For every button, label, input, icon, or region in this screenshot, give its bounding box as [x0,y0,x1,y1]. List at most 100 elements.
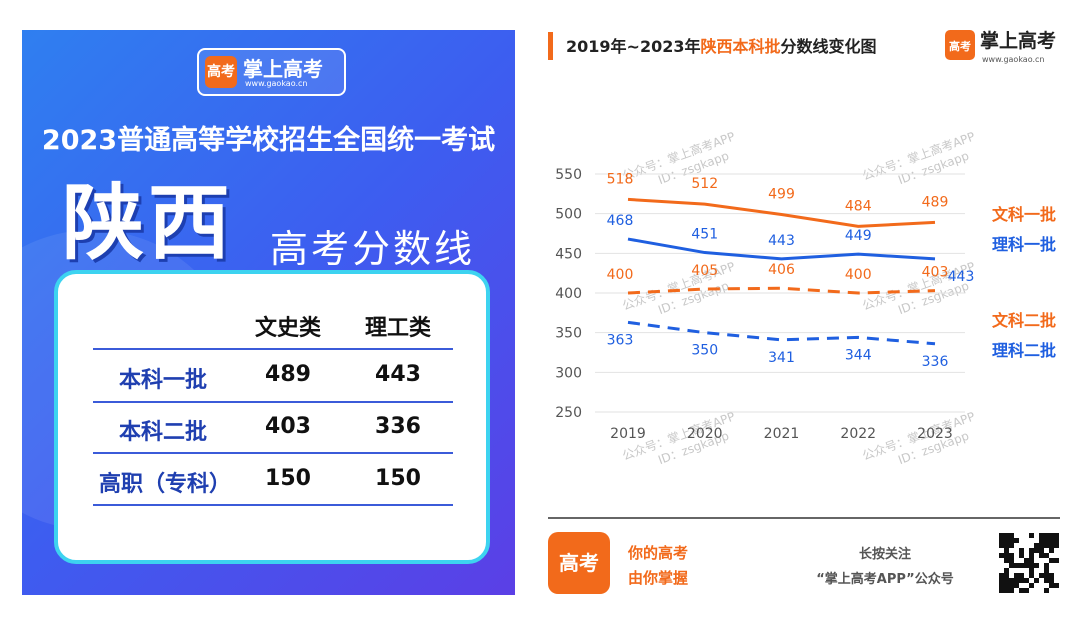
qr-cell [1014,583,1019,588]
qr-cell [1044,538,1049,543]
slogan: 由你掌握 [628,569,688,587]
cell: 150 [375,466,421,491]
data-label: 405 [691,263,718,279]
qr-cell [1034,563,1039,568]
qr-cell [1034,578,1039,583]
qr-cell [1054,533,1059,538]
qr-cell [1004,573,1009,578]
row-header: 高职（专科） [98,472,231,497]
qr-cell [1039,533,1044,538]
title-part: 分数线变化图 [781,37,877,56]
data-label: 489 [922,194,949,210]
qr-cell [1039,553,1044,558]
cell: 489 [265,362,311,387]
data-label: 484 [845,198,872,214]
qr-cell [999,583,1004,588]
qr-cell [1004,538,1009,543]
qr-cell [1054,583,1059,588]
qr-cell [1044,588,1049,593]
data-label: 443 [948,269,975,285]
logo-mark: 高考 [205,56,237,88]
qr-cell [999,538,1004,543]
qr-cell [1054,543,1059,548]
qr-cell [1004,553,1009,558]
logo-mark-bg [945,30,975,60]
row-line [93,504,453,506]
qr-cell [1009,533,1014,538]
logo-url: www.gaokao.cn [982,55,1044,64]
qr-cell [999,573,1004,578]
qr-cell [1049,583,1054,588]
logo-box: 高考 掌上高考 www.gaokao.cn [197,48,346,96]
qr-cell [1049,533,1054,538]
title-part: 2019年~2023年 [566,37,700,56]
series-line [627,197,936,228]
subtitle: 高考分数线 [270,227,476,271]
y-tick-label: 300 [555,365,582,381]
data-label: 344 [845,347,872,363]
qr-cell [1019,548,1024,553]
qr-cell [1034,548,1039,553]
column-header: 理工类 [364,316,431,341]
qr-cell [1004,588,1009,593]
x-tick-label: 2020 [687,426,723,442]
data-label: 403 [922,265,949,281]
data-label: 468 [607,213,634,229]
poster: 高考 掌上高考 www.gaokao.cn 2023普通高等学校招生全国统一考试… [22,30,515,595]
data-label: 336 [922,354,949,370]
qr-cell [1004,548,1009,553]
qr-cell [1024,588,1029,593]
data-label: 363 [607,332,634,348]
qr-cell [1004,558,1009,563]
data-label: 443 [768,233,795,249]
data-label: 341 [768,350,795,366]
qr-cell [1049,573,1054,578]
logo-url: www.gaokao.cn [245,79,308,88]
qr-cell [1039,538,1044,543]
qr-cell [1054,558,1059,563]
qr-cell [1009,558,1014,563]
qr-cell [1049,538,1054,543]
qr-cell [1004,533,1009,538]
headline: 2023普通高等学校招生全国统一考试 [41,125,496,156]
qr-cell [1009,588,1014,593]
footer-logo-mark: 高考 [559,551,599,575]
qr-cell [1014,578,1019,583]
row-line [93,348,453,350]
data-label: 400 [607,267,634,283]
qr-cell [1029,548,1034,553]
data-label: 518 [607,171,634,187]
qr-cell [1049,578,1054,583]
qr-cell [1044,563,1049,568]
qr-cell [999,588,1004,593]
row-line [93,452,453,454]
cell: 443 [375,362,421,387]
data-label: 451 [691,227,718,243]
cell: 403 [265,414,311,439]
qr-cell [1049,548,1054,553]
qr-cell [1029,553,1034,558]
series-line [627,237,936,261]
data-label: 350 [691,343,718,359]
qr-cell [1054,538,1059,543]
y-tick-label: 500 [555,207,582,223]
qr-cell [999,533,1004,538]
qr-cell [1029,583,1034,588]
row-line [93,401,453,403]
logo-text: 掌上高考 [980,29,1056,52]
qr-cell [1044,533,1049,538]
follow-text: “掌上高考APP”公众号 [816,571,953,587]
qr-cell [1049,543,1054,548]
series-line [627,320,936,346]
qr-cell [1004,568,1009,573]
x-tick-label: 2022 [840,426,876,442]
follow-text: 长按关注 [859,546,911,562]
qr-cell [1044,573,1049,578]
qr-cell [1029,568,1034,573]
legend-label: 理科一批 [992,235,1056,254]
x-tick-label: 2019 [610,426,646,442]
data-label: 449 [845,228,872,244]
qr-cell [1014,573,1019,578]
